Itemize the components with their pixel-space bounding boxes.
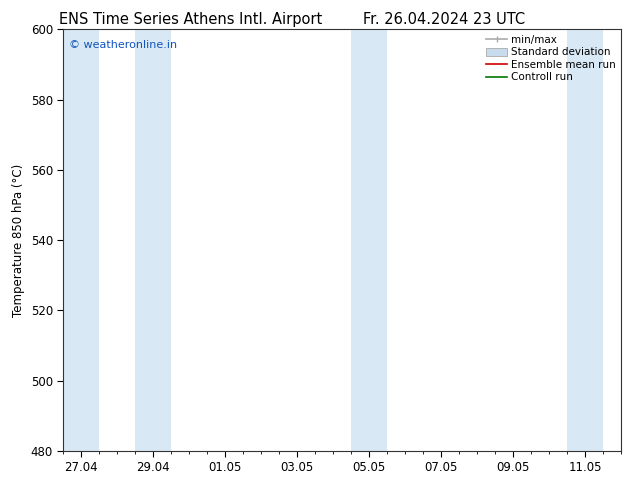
Text: Fr. 26.04.2024 23 UTC: Fr. 26.04.2024 23 UTC	[363, 12, 525, 27]
Text: © weatheronline.in: © weatheronline.in	[69, 40, 177, 50]
Text: ENS Time Series Athens Intl. Airport: ENS Time Series Athens Intl. Airport	[58, 12, 322, 27]
Bar	[63, 29, 100, 451]
Legend: min/max, Standard deviation, Ensemble mean run, Controll run: min/max, Standard deviation, Ensemble me…	[483, 31, 619, 86]
Bar	[567, 29, 604, 451]
Bar	[136, 29, 171, 451]
Y-axis label: Temperature 850 hPa (°C): Temperature 850 hPa (°C)	[12, 164, 25, 317]
Bar	[351, 29, 387, 451]
